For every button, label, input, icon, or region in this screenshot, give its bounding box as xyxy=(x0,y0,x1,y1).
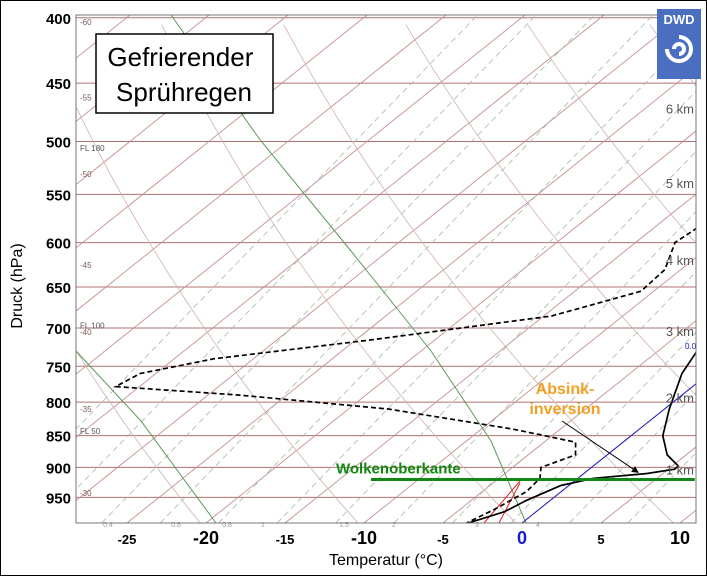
dry-adiabat-line xyxy=(283,24,674,523)
cloud-top-label: Wolkenoberkante xyxy=(336,461,461,478)
mixing-ratio-label: 2 xyxy=(392,522,396,529)
dry-adiabat-line xyxy=(649,24,696,87)
y-axis-label: Druck (hPa) xyxy=(9,243,26,328)
dry-adiabat-line xyxy=(405,24,696,396)
pressure-tick-label: 650 xyxy=(46,280,71,297)
temperature-tick-label: 0 xyxy=(517,528,527,548)
mixing-ratio-line xyxy=(218,30,696,523)
height-label: 5 km xyxy=(666,176,694,191)
height-label: 2 km xyxy=(666,391,694,406)
mixing-ratio-line xyxy=(510,331,696,523)
mixing-ratio-label: 1.5 xyxy=(339,522,349,529)
height-label: 6 km xyxy=(666,102,694,117)
dry-adiabat-line xyxy=(76,105,359,523)
pressure-tick-label: 450 xyxy=(46,76,71,93)
swirl-icon xyxy=(665,35,693,63)
mixing-ratio-line xyxy=(76,15,537,490)
isotherm-line xyxy=(76,15,605,438)
temperature-tick-label: 5 xyxy=(597,532,604,547)
isotherm-line xyxy=(363,256,696,523)
pressure-tick-label: 600 xyxy=(46,236,71,253)
title-box: Gefrierender Sprühregen xyxy=(95,33,274,114)
pressure-tick-label: 950 xyxy=(46,490,71,507)
isotherm-line xyxy=(76,15,447,312)
isotherm-label: -45 xyxy=(80,261,92,270)
subsidence-inversion-arrow xyxy=(561,420,639,473)
temperature-curve xyxy=(468,350,696,523)
isotherm-line xyxy=(442,320,696,523)
mixing-ratio-label: 0.6 xyxy=(171,522,181,529)
mixing-ratio-line xyxy=(159,15,654,523)
flight-level-label: FL 50 xyxy=(80,427,101,436)
temperature-tick-label: -25 xyxy=(118,532,137,547)
mixing-ratio-line xyxy=(276,90,696,523)
isotherm-line xyxy=(521,383,696,523)
subsidence-inversion-label: Absink-inversion xyxy=(529,381,600,418)
isotherm-line xyxy=(679,509,696,523)
mixing-ratio-label: 0.4 xyxy=(103,522,113,529)
isotherm-line xyxy=(205,130,696,523)
dwd-logo: DWD xyxy=(657,9,701,79)
mixing-ratio-label: 3 xyxy=(475,522,479,529)
height-label: 4 km xyxy=(666,253,694,268)
dry-adiabat-line xyxy=(161,24,517,523)
dry-adiabat-line xyxy=(527,24,696,244)
pressure-tick-label: 400 xyxy=(46,11,71,28)
pressure-tick-label: 700 xyxy=(46,321,71,338)
mixing-ratio-label: 4 xyxy=(536,522,540,529)
temperature-tick-label: -20 xyxy=(193,528,219,548)
isotherm-label: -60 xyxy=(80,18,92,27)
pressure-tick-label: 550 xyxy=(46,187,71,204)
isotherm-label: -50 xyxy=(80,170,92,179)
temperature-tick-label: -10 xyxy=(351,528,377,548)
pressure-tick-label: 850 xyxy=(46,429,71,446)
pressure-tick-label: 800 xyxy=(46,395,71,412)
dry-adiabat-line xyxy=(76,350,201,523)
freezing-isotherm-line xyxy=(521,383,696,523)
mixing-ratio-line xyxy=(101,15,595,523)
temperature-tick-label: -15 xyxy=(276,532,295,547)
isotherm-line xyxy=(76,15,526,375)
flight-level-label: FL 180 xyxy=(80,144,105,153)
mixing-ratio-line xyxy=(393,211,696,523)
temperature-tick-label: 10 xyxy=(670,528,690,548)
x-axis-label: Temperatur (°C) xyxy=(329,552,443,569)
isotherm-label: -35 xyxy=(80,405,92,414)
isotherm-label: -40 xyxy=(80,328,92,337)
mixing-ratio-label: 0.8 xyxy=(222,522,232,529)
temperature-tick-label: -5 xyxy=(437,532,449,547)
pressure-tick-label: 900 xyxy=(46,460,71,477)
mixing-ratio-line xyxy=(76,15,478,430)
isotherm-label: -55 xyxy=(80,94,92,103)
plot-border xyxy=(75,14,697,524)
moist-adiabat-line xyxy=(76,350,217,523)
mixing-ratio-line xyxy=(335,150,696,523)
isotherm-line xyxy=(284,193,696,523)
chart-title: Gefrierender Sprühregen xyxy=(107,42,260,107)
moist-adiabat-line xyxy=(170,15,527,523)
pressure-tick-label: 750 xyxy=(46,359,71,376)
dwd-logo-text: DWD xyxy=(663,12,694,27)
flight-level-label: FL 100 xyxy=(80,322,105,331)
height-label: 3 km xyxy=(666,324,694,339)
height-label: 1 km xyxy=(666,462,694,477)
isotherm-line xyxy=(126,67,696,523)
freezing-level-label: 0.0 xyxy=(685,342,697,351)
pressure-tick-label: 500 xyxy=(46,134,71,151)
parcel-line xyxy=(498,482,521,523)
dewpoint-curve xyxy=(112,227,696,523)
isotherm-label: -30 xyxy=(80,489,92,498)
mixing-ratio-label: 1 xyxy=(261,522,265,529)
